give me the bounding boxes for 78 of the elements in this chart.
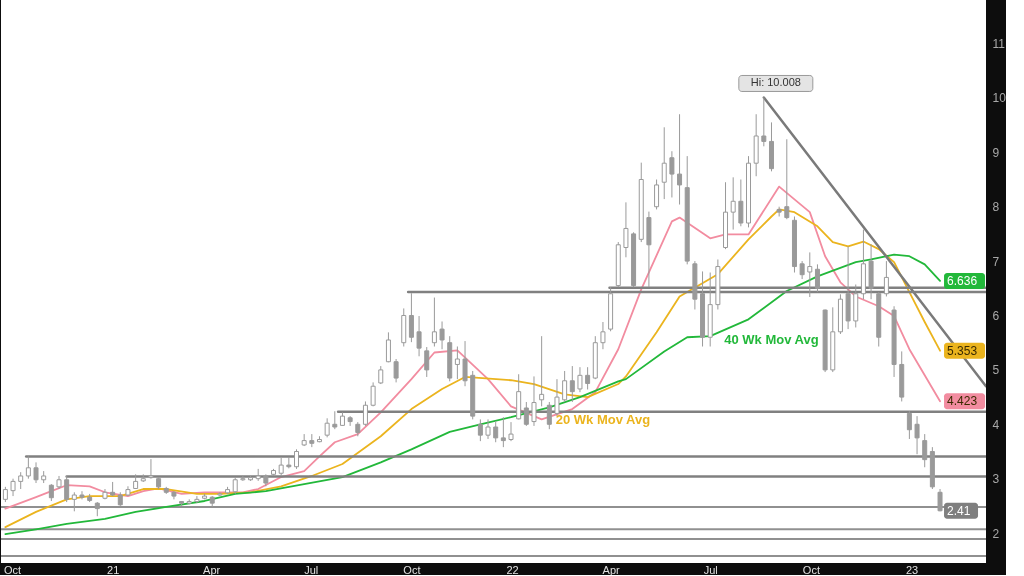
- candlestick: [194, 495, 200, 504]
- candlestick: [408, 292, 414, 343]
- candlestick: [577, 366, 583, 393]
- line-series: [4, 253, 941, 536]
- x-tick-label: Apr: [203, 563, 221, 576]
- candlestick: [623, 201, 629, 258]
- candlestick: [814, 263, 820, 293]
- candlestick: [493, 420, 499, 443]
- candlestick: [883, 260, 889, 297]
- candlestick: [784, 138, 790, 220]
- candlestick: [424, 346, 430, 378]
- candlestick: [906, 410, 912, 440]
- candlestick: [148, 458, 154, 480]
- x-tick-label: 21: [107, 563, 120, 576]
- data-label: 4.423: [947, 394, 978, 409]
- candlestick: [362, 400, 368, 427]
- y-tick-label: 7: [992, 254, 1000, 269]
- data-label: 5.353: [947, 343, 978, 358]
- candlestick: [539, 335, 545, 407]
- candlestick: [454, 346, 460, 380]
- candlestick: [677, 113, 683, 206]
- y-tick-label: 3: [992, 472, 1000, 487]
- candlestick: [546, 401, 552, 430]
- candlestick: [79, 490, 85, 500]
- candlestick: [240, 475, 246, 482]
- y-tick-label: 5: [992, 363, 1000, 378]
- candlestick: [531, 375, 537, 427]
- candlestick: [807, 251, 813, 298]
- candlestick: [477, 418, 483, 442]
- candlestick: [462, 340, 468, 387]
- x-tick-label: Oct: [403, 563, 421, 576]
- x-tick-label: Jul: [304, 563, 319, 576]
- candlestick: [554, 378, 560, 417]
- y-tick-label: 9: [992, 145, 1000, 160]
- candlestick: [738, 179, 744, 227]
- x-tick-label: Jul: [703, 563, 718, 576]
- candlestick: [562, 370, 568, 403]
- candlestick: [347, 415, 353, 427]
- candlestick: [569, 365, 575, 403]
- y-tick-label: 11: [992, 37, 1006, 52]
- x-tick-label: 22: [506, 563, 519, 576]
- data-label: 6.636: [947, 273, 978, 288]
- candlestick: [761, 96, 767, 147]
- candlestick: [416, 315, 422, 357]
- y-tick-label: 6: [992, 309, 1000, 323]
- candlestick: [669, 150, 675, 198]
- candlestick: [485, 418, 491, 440]
- candlestick: [393, 358, 399, 383]
- annotation: 20 Wk Mov Avg: [555, 412, 651, 428]
- candlestick: [654, 179, 660, 210]
- candlestick: [385, 331, 391, 363]
- y-tick-label: 10: [992, 91, 1007, 106]
- candlestick: [523, 401, 529, 427]
- candlestick: [730, 176, 736, 231]
- candlestick: [33, 461, 39, 484]
- candlestick: [508, 421, 514, 442]
- candlestick: [600, 321, 606, 350]
- candlestick: [64, 475, 70, 503]
- candlestick: [922, 433, 928, 468]
- annotation: Hi: 10.008: [750, 76, 801, 89]
- x-tick-label: Oct: [802, 563, 820, 576]
- candlestick: [294, 448, 299, 470]
- y-tick-label: 8: [992, 200, 1000, 215]
- x-tick-label: Oct: [3, 563, 22, 576]
- y-tick-label: 2: [992, 526, 1000, 541]
- text: 2.41: [947, 503, 971, 518]
- candlestick: [585, 366, 591, 390]
- candlestick: [324, 417, 330, 438]
- candlestick: [500, 416, 506, 448]
- candlestick: [439, 320, 445, 350]
- y-tick-label: 4: [992, 417, 1000, 432]
- candlestick: [661, 126, 667, 200]
- x-tick-label: 23: [905, 563, 919, 576]
- annotation: 40 Wk Mov Avg: [724, 332, 819, 348]
- candlestick: [25, 455, 31, 480]
- x-tick-label: Apr: [602, 563, 620, 576]
- candlestick: [914, 415, 920, 455]
- candlestick: [431, 297, 437, 347]
